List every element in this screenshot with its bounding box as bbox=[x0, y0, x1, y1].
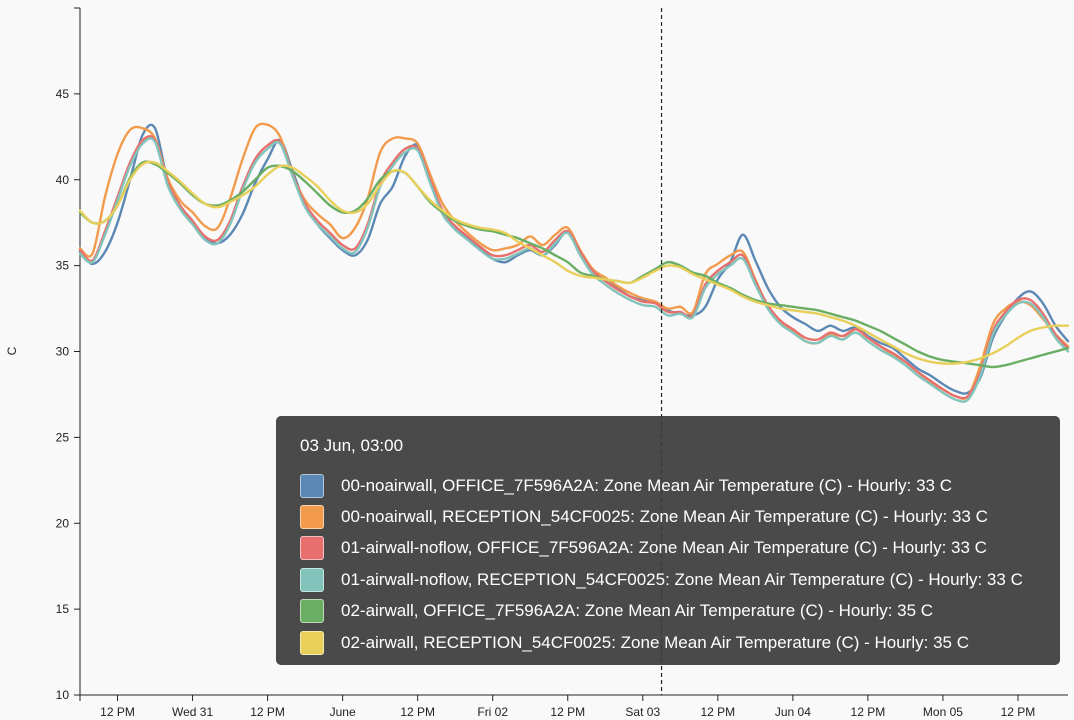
x-tick-label: 12 PM bbox=[550, 705, 585, 719]
tooltip-row-label: 02-airwall, OFFICE_7F596A2A: Zone Mean A… bbox=[341, 601, 934, 621]
series-swatch bbox=[300, 567, 324, 592]
tooltip-title: 03 Jun, 03:00 bbox=[300, 436, 404, 455]
series-swatch bbox=[300, 473, 324, 498]
tooltip-row: 01-airwall-noflow, RECEPTION_54CF0025: Z… bbox=[300, 564, 1060, 595]
series-swatch bbox=[300, 536, 324, 561]
x-tick-label: 12 PM bbox=[400, 705, 435, 719]
y-tick-label: 10 bbox=[56, 688, 70, 702]
x-tick-label: Wed 31 bbox=[172, 705, 213, 719]
series-swatch bbox=[300, 505, 324, 530]
x-tick-label: Sat 03 bbox=[625, 705, 660, 719]
series-line-1 bbox=[78, 122, 1070, 400]
series-line-4 bbox=[78, 160, 1070, 369]
series-line-5 bbox=[78, 160, 1070, 365]
y-axis: 10 15 20 25 30 35 40 45 bbox=[56, 7, 81, 702]
tooltip-row-label: 00-noairwall, OFFICE_7F596A2A: Zone Mean… bbox=[341, 475, 952, 495]
x-tick-label: Fri 02 bbox=[477, 705, 508, 719]
x-tick-label: Jun 04 bbox=[775, 705, 811, 719]
x-tick-label: 12 PM bbox=[100, 705, 135, 719]
tooltip-row: 00-noairwall, RECEPTION_54CF0025: Zone M… bbox=[300, 501, 1060, 532]
series-swatch bbox=[300, 599, 324, 624]
x-tick-label: 12 PM bbox=[851, 705, 886, 719]
y-tick-label: 30 bbox=[56, 345, 70, 359]
tooltip-row-label: 01-airwall-noflow, RECEPTION_54CF0025: Z… bbox=[341, 569, 1023, 589]
y-axis-label: C bbox=[5, 346, 19, 355]
tooltip-row-label: 01-airwall-noflow, OFFICE_7F596A2A: Zone… bbox=[341, 538, 987, 558]
x-axis: 12 PM Wed 31 12 PM June 12 PM Fri 02 12 PM Sat … bbox=[79, 694, 1068, 719]
x-tick-label: 12 PM bbox=[700, 705, 735, 719]
x-tick-label: 12 PM bbox=[1001, 705, 1036, 719]
series-line-3 bbox=[78, 137, 1070, 403]
y-tick-label: 20 bbox=[56, 516, 70, 530]
tooltip-row: 02-airwall, RECEPTION_54CF0025: Zone Mea… bbox=[300, 627, 1060, 658]
x-tick-label: June bbox=[330, 705, 356, 719]
tooltip-row: 02-airwall, OFFICE_7F596A2A: Zone Mean A… bbox=[300, 596, 1060, 627]
y-tick-label: 35 bbox=[56, 259, 70, 273]
tooltip-row-label: 00-noairwall, RECEPTION_54CF0025: Zone M… bbox=[341, 507, 988, 527]
tooltip: 03 Jun, 03:00 00-noairwall, OFFICE_7F596… bbox=[276, 416, 1060, 665]
y-tick-label: 45 bbox=[56, 87, 70, 101]
y-tick-label: 15 bbox=[56, 602, 70, 616]
y-tick-label: 40 bbox=[56, 173, 70, 187]
series-layer bbox=[78, 122, 1070, 403]
tooltip-row: 01-airwall-noflow, OFFICE_7F596A2A: Zone… bbox=[300, 533, 1060, 564]
x-tick-label: Mon 05 bbox=[923, 705, 963, 719]
y-tick-label: 25 bbox=[56, 430, 70, 444]
tooltip-row: 00-noairwall, OFFICE_7F596A2A: Zone Mean… bbox=[300, 470, 1060, 501]
series-swatch bbox=[300, 630, 324, 655]
tooltip-rows: 00-noairwall, OFFICE_7F596A2A: Zone Mean… bbox=[300, 470, 1060, 658]
tooltip-row-label: 02-airwall, RECEPTION_54CF0025: Zone Mea… bbox=[341, 632, 969, 652]
x-tick-label: 12 PM bbox=[250, 705, 285, 719]
